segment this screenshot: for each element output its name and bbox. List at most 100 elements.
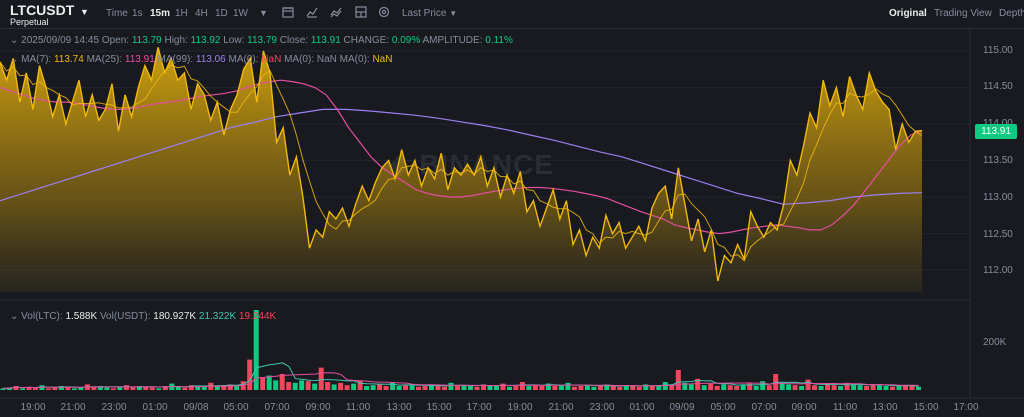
volume-bar [292, 382, 298, 390]
time-tick: 21:00 [60, 402, 86, 413]
volume-bar [448, 382, 454, 390]
volume-bar [357, 380, 363, 390]
price-area [0, 47, 922, 292]
price-type-select[interactable]: Last Price ▼ [402, 8, 457, 19]
time-tick: 09/09 [669, 402, 695, 413]
ohlc-datetime: 2025/09/09 14:45 [21, 35, 100, 46]
volume-bar [526, 386, 532, 390]
volume-bar [351, 383, 357, 390]
volume-bar [604, 384, 610, 390]
volume-bar [58, 386, 64, 390]
ma0b-value: NaN [316, 54, 337, 65]
volume-bar [396, 386, 402, 390]
volume-bar [818, 386, 824, 390]
price-tick: 112.50 [983, 229, 1013, 240]
chart-type-icon[interactable] [329, 5, 343, 19]
indicators-icon[interactable] [305, 5, 319, 19]
collapse-icon[interactable]: ⌄ [10, 54, 19, 65]
calendar-icon[interactable] [281, 5, 295, 19]
vol-ma-value-1: 21.322K [198, 311, 237, 322]
volume-bar [221, 386, 227, 390]
volume-ma-line-2 [3, 372, 919, 389]
volume-bar [688, 384, 694, 390]
volume-bar [175, 386, 181, 390]
ma25-value: 113.91 [124, 54, 155, 65]
symbol-dropdown-icon[interactable]: ▼ [80, 7, 89, 17]
tab-time[interactable]: Time [106, 8, 128, 19]
volume-bar [539, 386, 545, 390]
tab-4h[interactable]: 4H [195, 8, 208, 19]
volume-bar [571, 386, 577, 390]
top-toolbar: LTCUSDT ▼ Perpetual Time 1s 15m 1H 4H 1D… [0, 0, 1024, 29]
price-tick: 114.50 [983, 81, 1013, 92]
symbol-name[interactable]: LTCUSDT [10, 2, 75, 18]
volume-bar [422, 386, 428, 390]
volume-bar [578, 386, 584, 390]
settings-icon[interactable] [377, 5, 391, 19]
volume-bar [597, 386, 603, 390]
volume-bars [0, 310, 921, 390]
volume-bar [760, 381, 766, 390]
tab-1h[interactable]: 1H [175, 8, 188, 19]
layout-icon[interactable] [354, 5, 368, 19]
volume-bar [383, 386, 389, 390]
volume-bar [455, 386, 460, 390]
volume-bar [623, 385, 629, 390]
volume-bar [91, 386, 97, 390]
tab-15m[interactable]: 15m [150, 8, 171, 19]
volume-bar [643, 384, 649, 390]
tab-1w[interactable]: 1W [233, 8, 248, 19]
volume-bar [747, 383, 753, 390]
tab-1d[interactable]: 1D [215, 8, 228, 19]
view-trading-view[interactable]: Trading View [934, 8, 992, 19]
close-label: Close: [279, 35, 309, 46]
volume-bar [46, 388, 51, 390]
tab-1s[interactable]: 1s [132, 8, 143, 19]
change-value: 0.09% [391, 35, 421, 46]
volume-bar [766, 385, 772, 390]
volume-bar [519, 382, 525, 390]
price-type-label: Last Price [402, 8, 447, 19]
collapse-icon[interactable]: ⌄ [10, 35, 19, 46]
volume-bar [33, 387, 38, 390]
volume-bar [13, 386, 19, 390]
volume-bar [714, 386, 720, 390]
price-tick: 112.00 [983, 265, 1013, 276]
volume-bar [487, 386, 493, 390]
volume-bar [195, 386, 201, 390]
view-original[interactable]: Original [889, 8, 927, 19]
volume-bar [734, 386, 740, 390]
ma-legend: ⌄ MA(7): 113.74 MA(25): 113.91 MA(99): 1… [10, 54, 392, 65]
volume-bar [701, 385, 707, 390]
volume-bar [78, 387, 84, 390]
view-depth[interactable]: Depth [999, 8, 1024, 19]
volume-bar [461, 385, 467, 390]
volume-bar [909, 386, 915, 390]
volume-bar [552, 386, 558, 390]
ma0c-value: NaN [372, 54, 393, 65]
collapse-icon[interactable]: ⌄ [10, 311, 19, 322]
time-tick: 05:00 [223, 402, 249, 413]
price-tick: 113.50 [983, 155, 1013, 166]
more-timeframes-icon[interactable]: ▼ [259, 8, 268, 18]
volume-bar [630, 386, 636, 390]
volume-bar [65, 386, 71, 390]
time-tick: 19:00 [20, 402, 46, 413]
vol-ma-value-2: 19.244K [238, 311, 277, 322]
volume-bar [708, 383, 714, 390]
volume-bar [468, 386, 473, 390]
volume-bar [565, 382, 571, 390]
volume-bar [792, 385, 798, 390]
volume-bar [253, 310, 259, 390]
volume-bar [338, 382, 344, 390]
volume-bar [669, 384, 675, 390]
volume-bar [130, 387, 136, 390]
ma0a-value: NaN [261, 54, 282, 65]
volume-bar [435, 386, 441, 390]
volume-bar [104, 387, 110, 390]
volume-bar [812, 385, 818, 390]
volume-bar [474, 386, 480, 390]
open-value: 113.79 [131, 35, 162, 46]
volume-bar [429, 384, 434, 390]
